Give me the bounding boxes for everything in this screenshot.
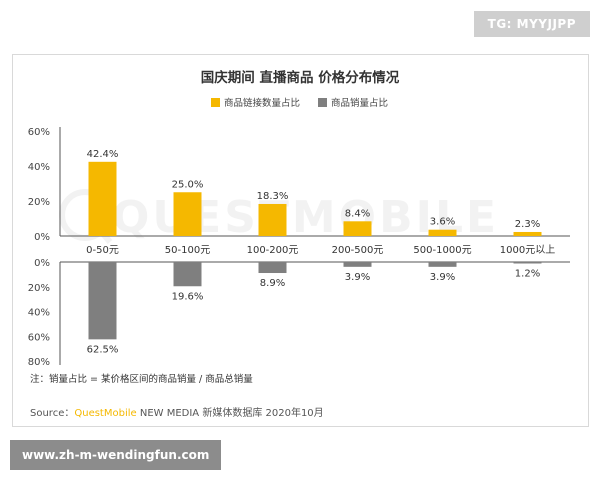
sales-share-label: 19.6%	[172, 291, 204, 302]
source-line: Source：QuestMobile NEW MEDIA 新媒体数据库 2020…	[30, 406, 324, 419]
category-label: 0-50元	[86, 245, 119, 256]
lower-y-tick-label: 60%	[28, 332, 50, 343]
upper-y-tick-label: 40%	[28, 162, 50, 173]
sales-share-label: 3.9%	[345, 272, 370, 283]
listing-share-bar	[343, 221, 372, 236]
upper-y-tick-label: 0%	[34, 232, 50, 243]
source-prefix: Source：	[30, 408, 74, 419]
listing-share-bar	[88, 161, 117, 236]
source-rest: NEW MEDIA 新媒体数据库 2020年10月	[137, 406, 324, 419]
category-label: 200-500元	[332, 245, 384, 256]
category-label: 100-200元	[247, 245, 299, 256]
site-url-badge: www.zh-m-wendingfun.com	[10, 440, 222, 470]
sales-share-bar	[428, 262, 457, 267]
upper-y-tick-label: 20%	[28, 197, 50, 208]
upper-y-tick-label: 60%	[28, 127, 50, 138]
sales-share-bar	[343, 262, 372, 267]
listing-share-bar	[173, 192, 202, 236]
sales-share-label: 8.9%	[260, 278, 285, 289]
sales-share-label: 1.2%	[515, 268, 540, 279]
listing-share-bar	[258, 203, 287, 236]
chart-title: 国庆期间 直播商品 价格分布情况	[201, 69, 400, 86]
legend: 商品链接数量占比 商品销量占比	[211, 97, 388, 109]
sales-share-bar	[173, 262, 202, 287]
sales-share-bar	[513, 262, 542, 264]
svg-text:Source：QuestMobile NEW MEDIA 新: Source：QuestMobile NEW MEDIA 新媒体数据库 2020…	[30, 406, 324, 419]
listing-share-label: 18.3%	[257, 191, 289, 202]
listing-share-label: 2.3%	[515, 219, 540, 230]
listing-share-label: 3.6%	[430, 217, 455, 228]
legend-swatch-listings	[211, 98, 220, 107]
sales-share-label: 3.9%	[430, 272, 455, 283]
tg-watermark-badge: TG: MYYJJPP	[473, 11, 590, 37]
category-label: 50-100元	[165, 245, 210, 256]
legend-label-sales: 商品销量占比	[331, 97, 388, 109]
sales-share-label: 62.5%	[87, 344, 119, 355]
lower-y-tick-label: 80%	[28, 357, 50, 368]
sales-share-bar	[258, 262, 287, 274]
lower-y-tick-label: 40%	[28, 308, 50, 319]
category-label: 1000元以上	[500, 244, 555, 256]
source-brand: QuestMobile	[74, 408, 136, 419]
category-label: 500-1000元	[413, 245, 471, 256]
listing-share-bar	[513, 231, 542, 236]
legend-label-listings: 商品链接数量占比	[224, 97, 300, 109]
listing-share-bar	[428, 229, 457, 236]
chart-note: 注：销量占比 = 某价格区间的商品销量 / 商品总销量	[30, 373, 253, 385]
lower-y-tick-label: 20%	[28, 283, 50, 294]
listing-share-label: 25.0%	[172, 179, 204, 190]
lower-y-tick-label: 0%	[34, 258, 50, 269]
chart-card	[12, 54, 589, 427]
listing-share-label: 8.4%	[345, 208, 370, 219]
listing-share-label: 42.4%	[87, 149, 119, 160]
sales-share-bar	[88, 262, 117, 340]
legend-swatch-sales	[318, 98, 327, 107]
